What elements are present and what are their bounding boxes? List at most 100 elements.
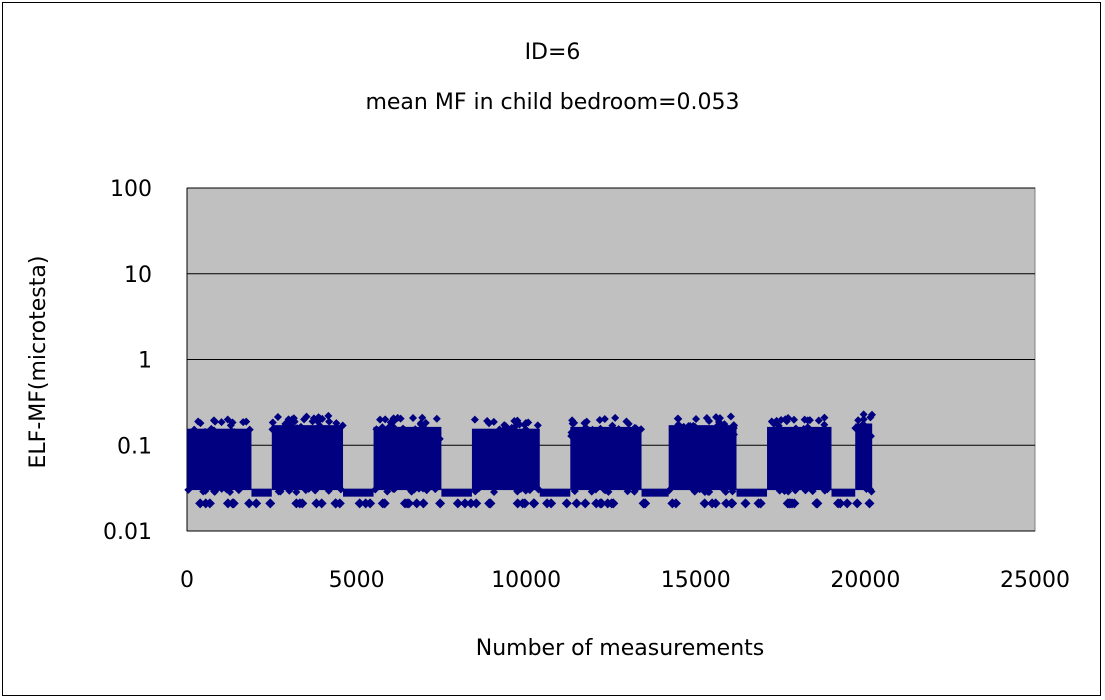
data-point: [297, 498, 308, 509]
data-point: [377, 498, 388, 509]
data-point: [217, 418, 226, 427]
data-point: [570, 418, 579, 427]
data-point: [588, 425, 597, 434]
data-point: [833, 498, 844, 509]
x-tick-label: 25000: [1000, 568, 1070, 593]
data-point: [268, 418, 277, 427]
chart-title: ID=6: [524, 40, 581, 65]
data-point: [561, 498, 572, 509]
data-point: [485, 419, 494, 428]
data-point: [336, 485, 345, 494]
y-tick-label: 0.1: [117, 434, 152, 459]
data-point: [753, 498, 764, 509]
data-point: [859, 420, 868, 429]
data-point: [419, 484, 428, 493]
data-point: [820, 420, 829, 429]
data-point: [220, 434, 229, 443]
data-point: [608, 498, 619, 509]
data-point: [495, 425, 504, 434]
data-point: [692, 415, 701, 424]
x-tick-label: 0: [180, 568, 194, 593]
data-point: [290, 417, 299, 426]
data-point: [689, 486, 698, 495]
data-point: [705, 417, 714, 426]
gap-band: [736, 488, 768, 497]
data-point: [810, 435, 819, 444]
data-point: [820, 413, 829, 422]
data-point: [387, 431, 396, 440]
data-point: [487, 430, 496, 439]
data-point: [308, 428, 317, 437]
data-point: [405, 484, 414, 493]
data-point: [409, 414, 418, 423]
y-tick-label: 10: [124, 263, 152, 288]
data-point: [867, 410, 876, 419]
data-point: [725, 428, 734, 437]
data-point: [624, 419, 633, 428]
x-tick-label: 15000: [661, 568, 731, 593]
data-point: [397, 425, 406, 434]
data-point: [421, 434, 430, 443]
data-point: [726, 412, 735, 421]
data-point: [338, 421, 347, 430]
data-point: [608, 421, 617, 430]
data-point: [791, 424, 800, 433]
data-point: [372, 425, 381, 434]
data-point: [611, 413, 620, 422]
chart-subtitle: mean MF in child bedroom=0.053: [365, 90, 740, 115]
y-tick-label: 1: [138, 349, 152, 374]
data-point: [604, 487, 613, 496]
data-point: [805, 416, 814, 425]
data-point: [614, 425, 623, 434]
data-point: [812, 498, 823, 509]
data-point: [316, 430, 325, 439]
data-point: [712, 413, 721, 422]
data-point: [293, 424, 302, 433]
data-cluster: [855, 423, 873, 491]
data-point: [767, 431, 776, 440]
data-point: [517, 498, 528, 509]
data-point: [472, 428, 481, 437]
data-point: [533, 421, 542, 430]
data-point: [791, 486, 800, 495]
data-point: [402, 498, 413, 509]
data-point: [452, 498, 463, 509]
data-point: [465, 498, 476, 509]
data-point: [823, 485, 832, 494]
data-point: [581, 423, 590, 432]
data-point: [707, 498, 718, 509]
data-point: [471, 498, 482, 509]
data-point: [217, 484, 226, 493]
data-point: [729, 421, 738, 430]
data-point: [632, 424, 641, 433]
data-point: [300, 415, 309, 424]
data-point: [316, 498, 327, 509]
data-point: [376, 415, 385, 424]
data-point: [714, 431, 723, 440]
data-point: [285, 486, 294, 495]
data-point: [315, 422, 324, 431]
data-point: [520, 426, 529, 435]
data-point: [640, 498, 651, 509]
data-point: [435, 434, 444, 443]
data-point: [842, 498, 853, 509]
x-tick-label: 5000: [329, 568, 385, 593]
data-point: [325, 417, 334, 426]
data-point: [542, 498, 553, 509]
data-point: [789, 415, 798, 424]
data-point: [582, 417, 591, 426]
data-cluster: [373, 426, 442, 491]
data-point: [852, 498, 863, 509]
data-point: [773, 431, 782, 440]
data-point: [207, 427, 216, 436]
data-point: [769, 419, 778, 428]
data-point: [775, 486, 784, 495]
data-point: [854, 416, 863, 425]
data-point: [678, 423, 687, 432]
data-point: [201, 486, 210, 495]
data-point: [567, 428, 576, 437]
data-point: [311, 498, 322, 509]
data-point: [512, 498, 523, 509]
data-point: [235, 429, 244, 438]
data-point: [389, 414, 398, 423]
